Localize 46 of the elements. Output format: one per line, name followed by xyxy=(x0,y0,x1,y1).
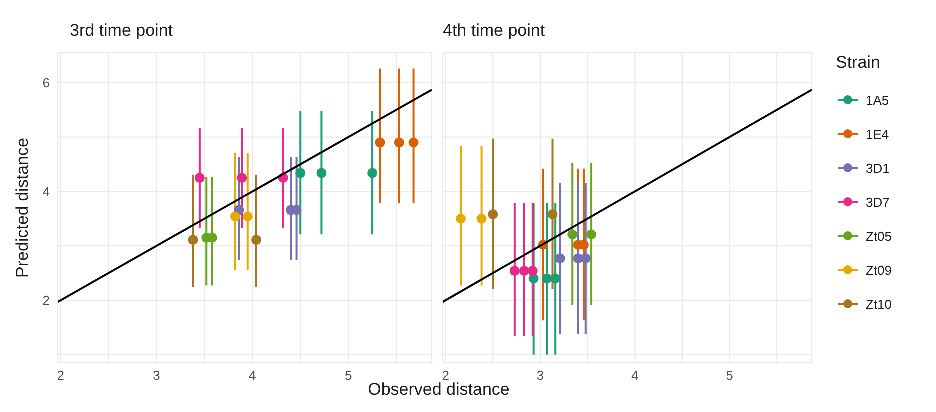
point xyxy=(296,168,306,178)
point xyxy=(188,235,198,246)
point xyxy=(550,274,561,284)
y-tick-label: 2 xyxy=(42,293,50,308)
y-tick-label: 4 xyxy=(42,184,50,200)
point xyxy=(316,168,327,178)
point xyxy=(242,212,253,222)
point xyxy=(519,266,530,276)
x-tick-label: 5 xyxy=(344,368,352,384)
point xyxy=(394,138,404,148)
point xyxy=(252,235,262,246)
point xyxy=(488,210,498,220)
point xyxy=(528,266,538,276)
point xyxy=(542,274,552,284)
x-tick-label: 2 xyxy=(57,368,64,384)
point xyxy=(510,266,520,276)
point xyxy=(568,230,578,240)
point xyxy=(408,138,419,148)
chart-title: 3rd time point xyxy=(69,20,174,42)
legend-label: Zt09 xyxy=(866,262,892,278)
point xyxy=(555,254,566,264)
point xyxy=(194,173,205,184)
point xyxy=(230,212,240,222)
point xyxy=(548,210,558,220)
point xyxy=(456,214,466,224)
y-tick-label: 6 xyxy=(42,76,50,91)
point xyxy=(368,168,378,178)
x-tick-label: 3 xyxy=(536,368,544,384)
legend-label: Zt05 xyxy=(866,228,892,244)
point xyxy=(237,173,248,184)
legend-label: 1A5 xyxy=(866,92,890,108)
legend-label: 3D7 xyxy=(866,194,890,210)
point xyxy=(476,214,487,224)
y-axis-title: Predicted distance xyxy=(13,137,33,280)
legend-label: Zt10 xyxy=(866,296,892,312)
legend-label: 1E4 xyxy=(866,126,890,142)
chart-title: 4th time point xyxy=(442,20,546,42)
x-tick-label: 4 xyxy=(249,368,256,384)
point xyxy=(586,230,597,240)
legend-title: Strain xyxy=(836,53,882,73)
point xyxy=(375,138,386,148)
point xyxy=(580,254,591,264)
legend-label: 3D1 xyxy=(866,160,890,176)
x-tick-label: 5 xyxy=(726,368,734,384)
x-tick-label: 3 xyxy=(153,368,160,384)
x-tick-label: 4 xyxy=(631,368,639,384)
